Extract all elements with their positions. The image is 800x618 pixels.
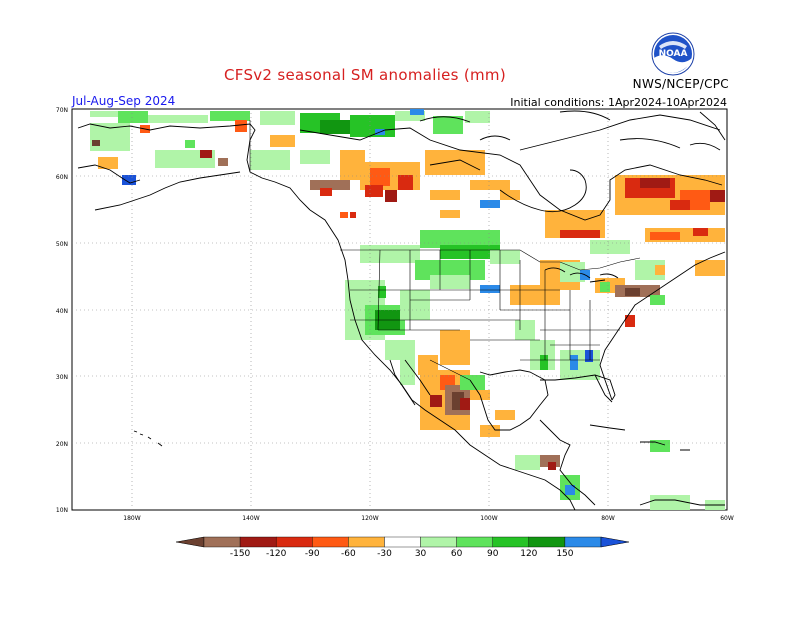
svg-text:50N: 50N	[56, 241, 68, 248]
legend-bin	[312, 536, 349, 548]
svg-text:60N: 60N	[56, 174, 68, 181]
legend-tick-label: -30	[377, 549, 392, 559]
forecast-period: Jul-Aug-Sep 2024	[72, 94, 176, 108]
legend-tick-label: 150	[556, 549, 573, 559]
legend-arrow-high	[600, 536, 630, 548]
svg-text:30N: 30N	[56, 374, 68, 381]
legend-tick-label: 60	[451, 549, 463, 559]
svg-text:NOAA: NOAA	[659, 49, 688, 59]
anomaly-layer	[90, 109, 725, 510]
political-boundaries	[249, 120, 641, 381]
svg-text:100W: 100W	[480, 515, 497, 522]
svg-text:180W: 180W	[123, 515, 140, 522]
color-legend: -150 -120 -90 -60 -30 30 60 90 120 150	[175, 536, 630, 559]
legend-tick-label: -90	[305, 549, 320, 559]
legend-bin	[239, 536, 277, 548]
legend-bin	[203, 536, 241, 548]
legend-bin	[528, 536, 566, 548]
legend-bin	[564, 536, 602, 548]
latitude-labels: 70N 60N 50N 40N 30N 20N 10N	[56, 107, 68, 514]
legend-tick-label: 90	[487, 549, 499, 559]
legend-tick-label: -120	[266, 549, 287, 559]
legend-tick-label: 30	[415, 549, 427, 559]
longitude-labels: 180W 140W 120W 100W 80W 60W	[123, 515, 734, 522]
map-title: CFSv2 seasonal SM anomalies (mm)	[224, 66, 506, 84]
initial-conditions: Initial conditions: 1Apr2024-10Apr2024	[510, 96, 727, 109]
graticule	[72, 109, 727, 510]
legend-bin	[348, 536, 385, 548]
legend-tick-label: -60	[341, 549, 356, 559]
svg-text:40N: 40N	[56, 308, 68, 315]
legend-tick-label: 120	[520, 549, 537, 559]
noaa-logo-icon: NOAA	[651, 32, 695, 76]
agency-label: NWS/NCEP/CPC	[632, 77, 729, 91]
svg-text:120W: 120W	[361, 515, 378, 522]
legend-bin	[275, 536, 313, 548]
svg-text:140W: 140W	[242, 515, 259, 522]
legend-bin	[420, 536, 457, 548]
legend-tick-label: -150	[230, 549, 251, 559]
svg-text:20N: 20N	[56, 441, 68, 448]
legend-bin	[384, 536, 421, 548]
svg-text:10N: 10N	[56, 507, 68, 514]
svg-text:70N: 70N	[56, 107, 68, 114]
svg-text:80W: 80W	[601, 515, 615, 522]
coastlines	[77, 110, 726, 511]
svg-text:60W: 60W	[720, 515, 734, 522]
legend-bin	[456, 536, 493, 548]
legend-bin	[492, 536, 530, 548]
legend-arrow-low	[175, 536, 205, 548]
